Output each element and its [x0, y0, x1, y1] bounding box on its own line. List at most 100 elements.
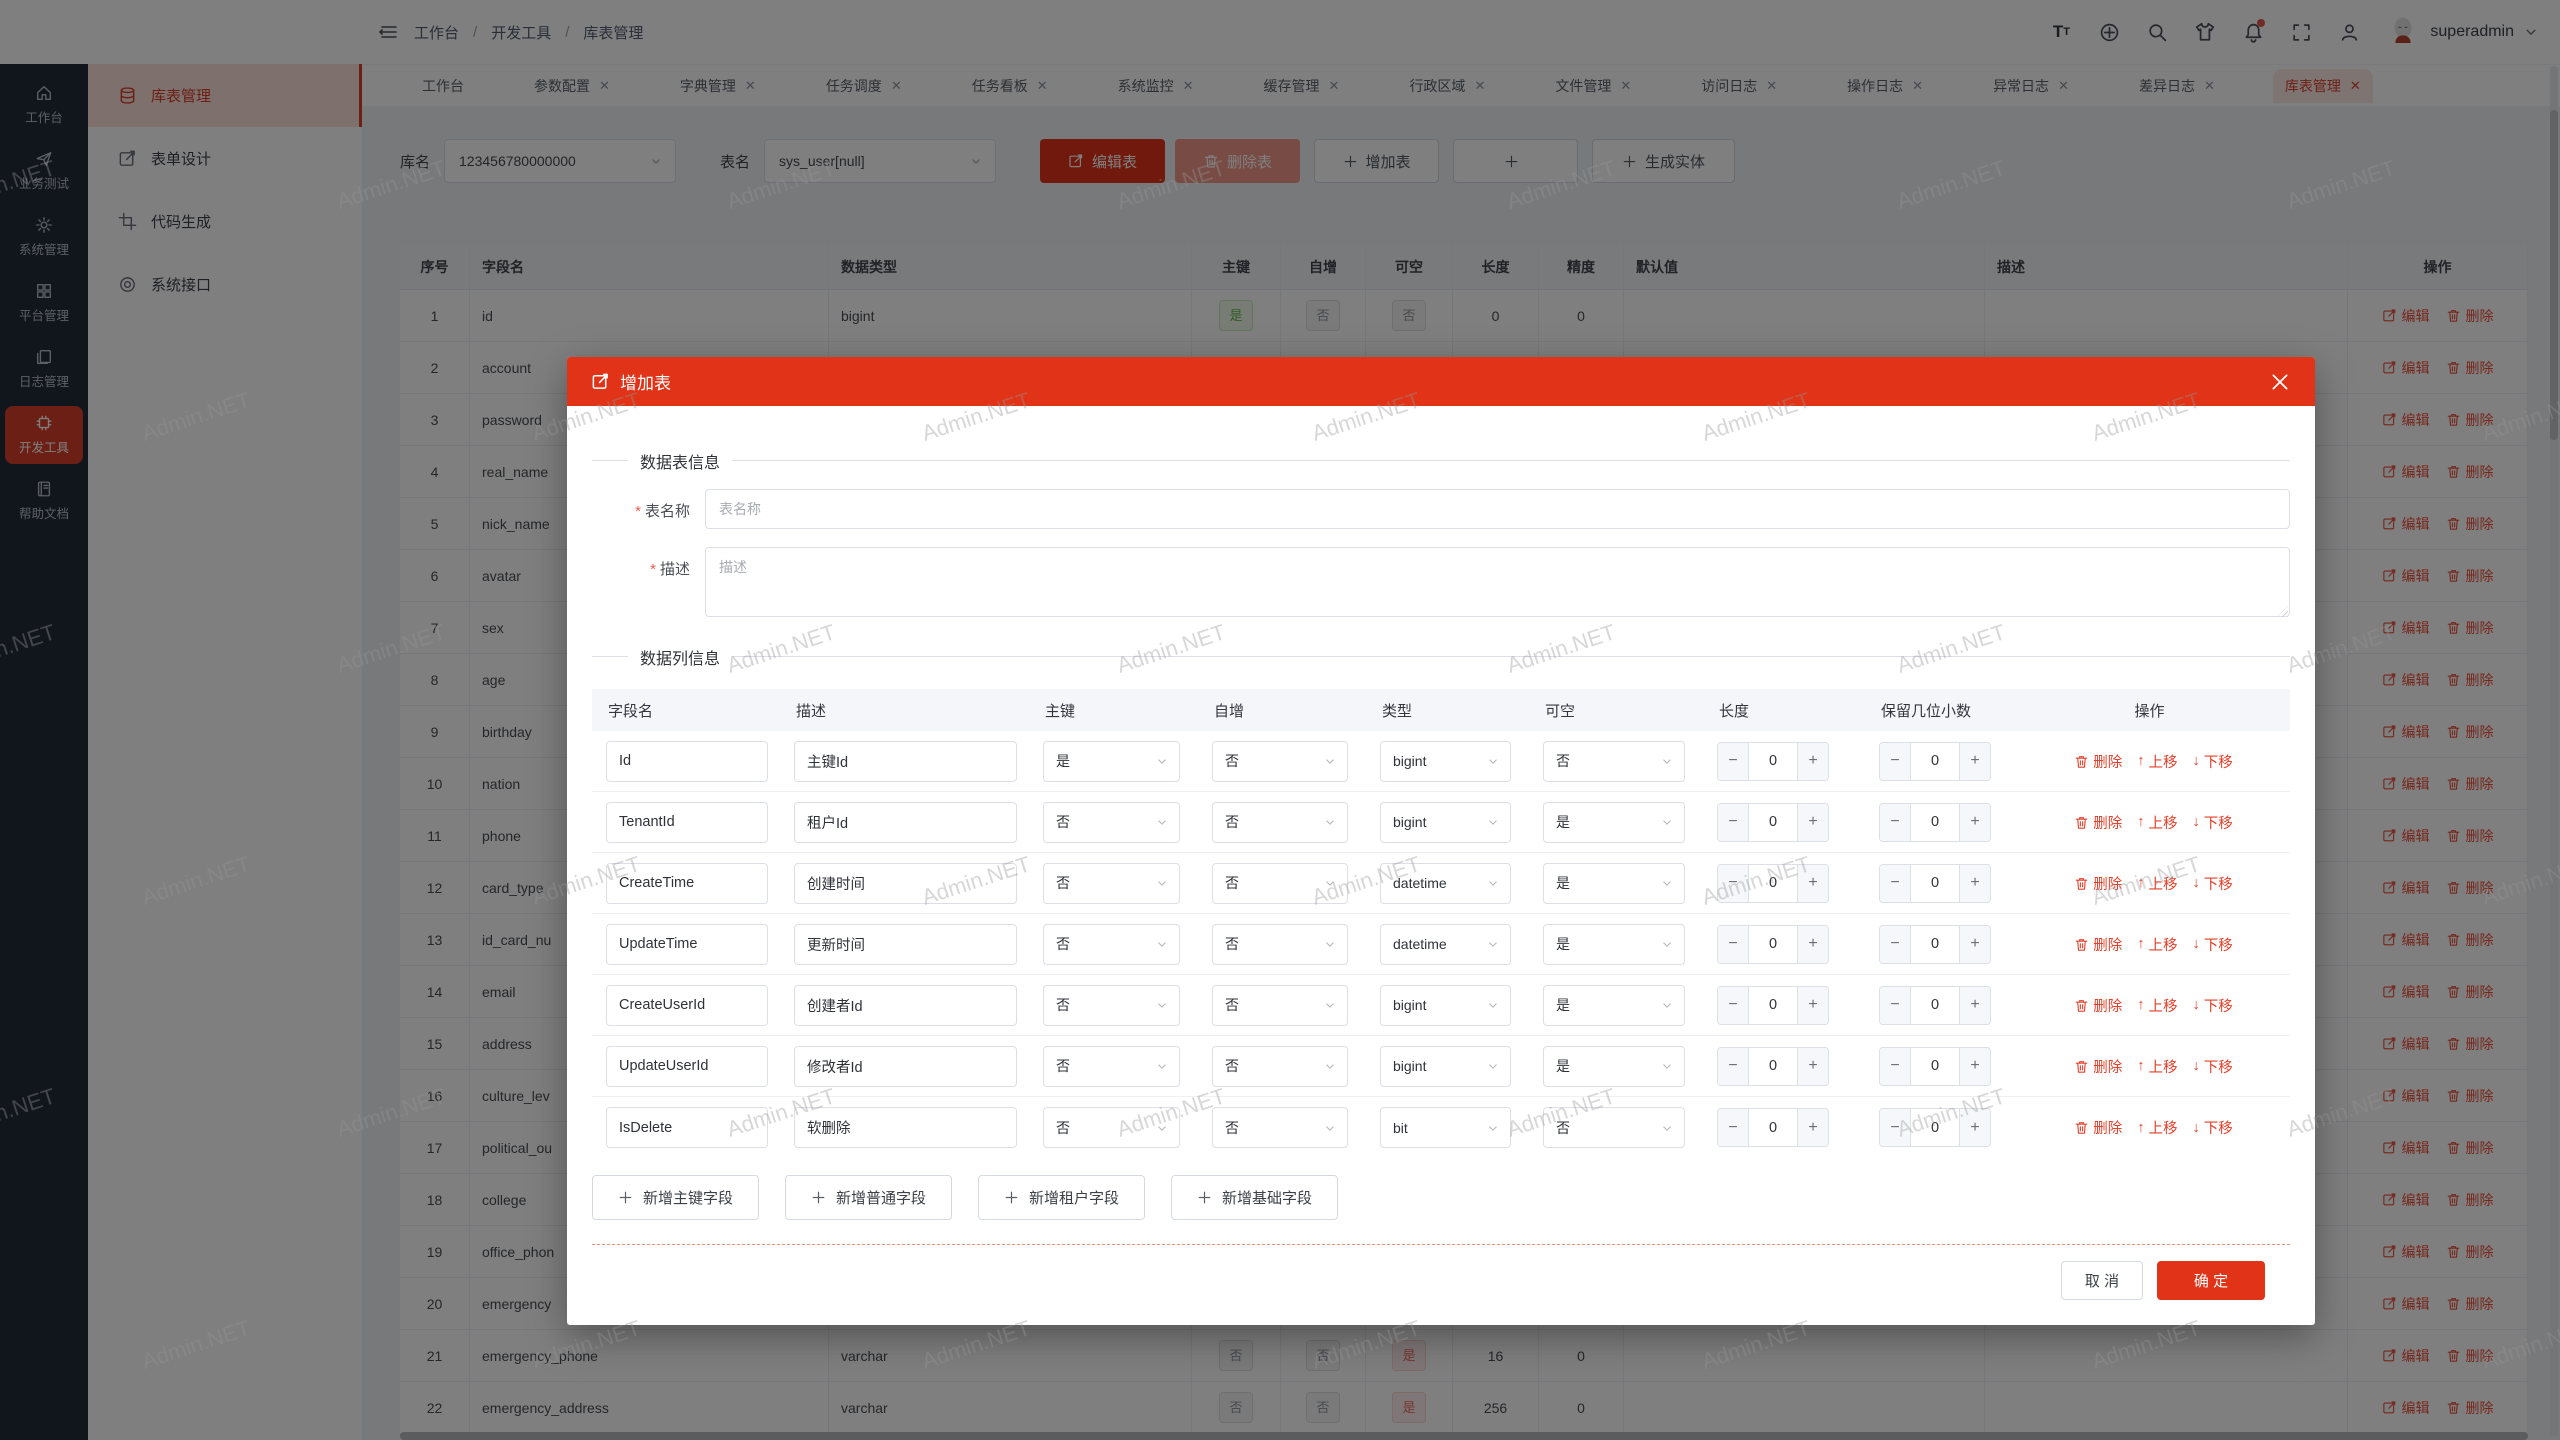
increase-button[interactable]: +: [1959, 1109, 1990, 1146]
pk-select[interactable]: 否: [1043, 801, 1180, 843]
nullable-select[interactable]: 否: [1543, 740, 1685, 782]
delete-field-link[interactable]: 删除: [2074, 751, 2122, 772]
field-name-input[interactable]: [606, 1107, 768, 1148]
move-down-link[interactable]: ↓ 下移: [2192, 814, 2233, 832]
decrease-button[interactable]: −: [1718, 1109, 1749, 1146]
move-up-link[interactable]: ↑ 上移: [2137, 936, 2178, 954]
increase-button[interactable]: +: [1797, 803, 1828, 841]
autoincrement-select[interactable]: 否: [1212, 923, 1348, 965]
decrease-button[interactable]: −: [1880, 1109, 1911, 1146]
field-desc-input[interactable]: [794, 1045, 1017, 1087]
move-down-link[interactable]: ↓ 下移: [2192, 1119, 2233, 1138]
stepper-value[interactable]: 0: [1768, 875, 1778, 891]
increase-button[interactable]: +: [1797, 1047, 1828, 1085]
decrease-button[interactable]: −: [1718, 986, 1749, 1024]
move-down-link[interactable]: ↓ 下移: [2192, 753, 2233, 771]
autoincrement-select[interactable]: 否: [1212, 862, 1348, 904]
add-normal-field-button[interactable]: 新增普通字段: [785, 1175, 953, 1220]
increase-button[interactable]: +: [1797, 925, 1828, 963]
increase-button[interactable]: +: [1797, 742, 1828, 780]
type-select[interactable]: bit: [1380, 1107, 1511, 1148]
field-name-input[interactable]: [606, 1045, 768, 1087]
autoincrement-select[interactable]: 否: [1212, 1045, 1348, 1087]
field-name-input[interactable]: [606, 923, 768, 965]
add-base-field-button[interactable]: 新增基础字段: [1171, 1175, 1339, 1220]
nullable-select[interactable]: 是: [1543, 1045, 1685, 1087]
type-select[interactable]: bigint: [1380, 984, 1511, 1026]
type-select[interactable]: bigint: [1380, 801, 1511, 843]
field-desc-input[interactable]: [794, 862, 1017, 904]
type-select[interactable]: bigint: [1380, 1045, 1511, 1087]
nullable-select[interactable]: 是: [1543, 801, 1685, 843]
field-desc-input[interactable]: [794, 801, 1017, 843]
move-down-link[interactable]: ↓ 下移: [2192, 936, 2233, 954]
stepper-value[interactable]: 0: [1930, 997, 1940, 1013]
field-desc-input[interactable]: [794, 1107, 1017, 1148]
stepper-value[interactable]: 0: [1768, 753, 1778, 769]
nullable-select[interactable]: 是: [1543, 923, 1685, 965]
pk-select[interactable]: 否: [1043, 984, 1180, 1026]
move-up-link[interactable]: ↑ 上移: [2137, 1058, 2178, 1076]
move-up-link[interactable]: ↑ 上移: [2137, 753, 2178, 771]
autoincrement-select[interactable]: 否: [1212, 984, 1348, 1026]
decrease-button[interactable]: −: [1880, 803, 1911, 841]
stepper-value[interactable]: 0: [1930, 875, 1940, 891]
decrease-button[interactable]: −: [1880, 742, 1911, 780]
nullable-select[interactable]: 是: [1543, 862, 1685, 904]
add-tenant-field-button[interactable]: 新增租户字段: [978, 1175, 1146, 1220]
increase-button[interactable]: +: [1797, 1109, 1828, 1146]
field-desc-input[interactable]: [794, 923, 1017, 965]
field-name-input[interactable]: [606, 862, 768, 904]
move-up-link[interactable]: ↑ 上移: [2137, 1119, 2178, 1138]
delete-field-link[interactable]: 删除: [2074, 1117, 2122, 1138]
increase-button[interactable]: +: [1959, 925, 1990, 963]
field-name-input[interactable]: [606, 740, 768, 782]
increase-button[interactable]: +: [1959, 742, 1990, 780]
delete-field-link[interactable]: 删除: [2074, 934, 2122, 955]
decrease-button[interactable]: −: [1718, 1047, 1749, 1085]
type-select[interactable]: bigint: [1380, 740, 1511, 782]
stepper-value[interactable]: 0: [1930, 814, 1940, 830]
delete-field-link[interactable]: 删除: [2074, 812, 2122, 833]
nullable-select[interactable]: 是: [1543, 984, 1685, 1026]
stepper-value[interactable]: 0: [1930, 1058, 1940, 1074]
field-name-input[interactable]: [606, 801, 768, 843]
increase-button[interactable]: +: [1959, 1047, 1990, 1085]
stepper-value[interactable]: 0: [1768, 936, 1778, 952]
stepper-value[interactable]: 0: [1768, 1058, 1778, 1074]
increase-button[interactable]: +: [1797, 864, 1828, 902]
increase-button[interactable]: +: [1797, 986, 1828, 1024]
move-down-link[interactable]: ↓ 下移: [2192, 997, 2233, 1015]
decrease-button[interactable]: −: [1718, 742, 1749, 780]
increase-button[interactable]: +: [1959, 803, 1990, 841]
move-up-link[interactable]: ↑ 上移: [2137, 814, 2178, 832]
field-desc-input[interactable]: [794, 740, 1017, 782]
stepper-value[interactable]: 0: [1768, 997, 1778, 1013]
cancel-button[interactable]: 取 消: [2061, 1261, 2143, 1300]
delete-field-link[interactable]: 删除: [2074, 873, 2122, 894]
delete-field-link[interactable]: 删除: [2074, 995, 2122, 1016]
pk-select[interactable]: 否: [1043, 862, 1180, 904]
stepper-value[interactable]: 0: [1930, 753, 1940, 769]
decrease-button[interactable]: −: [1880, 925, 1911, 963]
autoincrement-select[interactable]: 否: [1212, 801, 1348, 843]
decrease-button[interactable]: −: [1718, 864, 1749, 902]
table-desc-textarea[interactable]: [705, 547, 2290, 617]
stepper-value[interactable]: 0: [1930, 1119, 1940, 1136]
stepper-value[interactable]: 0: [1930, 936, 1940, 952]
increase-button[interactable]: +: [1959, 986, 1990, 1024]
decrease-button[interactable]: −: [1718, 925, 1749, 963]
pk-select[interactable]: 否: [1043, 1045, 1180, 1087]
stepper-value[interactable]: 0: [1768, 1119, 1778, 1136]
move-down-link[interactable]: ↓ 下移: [2192, 1058, 2233, 1076]
decrease-button[interactable]: −: [1880, 1047, 1911, 1085]
table-name-input[interactable]: [705, 489, 2290, 529]
confirm-button[interactable]: 确 定: [2157, 1261, 2265, 1300]
type-select[interactable]: datetime: [1380, 862, 1511, 904]
nullable-select[interactable]: 否: [1543, 1107, 1685, 1148]
increase-button[interactable]: +: [1959, 864, 1990, 902]
type-select[interactable]: datetime: [1380, 923, 1511, 965]
move-up-link[interactable]: ↑ 上移: [2137, 875, 2178, 893]
autoincrement-select[interactable]: 否: [1212, 740, 1348, 782]
stepper-value[interactable]: 0: [1768, 814, 1778, 830]
